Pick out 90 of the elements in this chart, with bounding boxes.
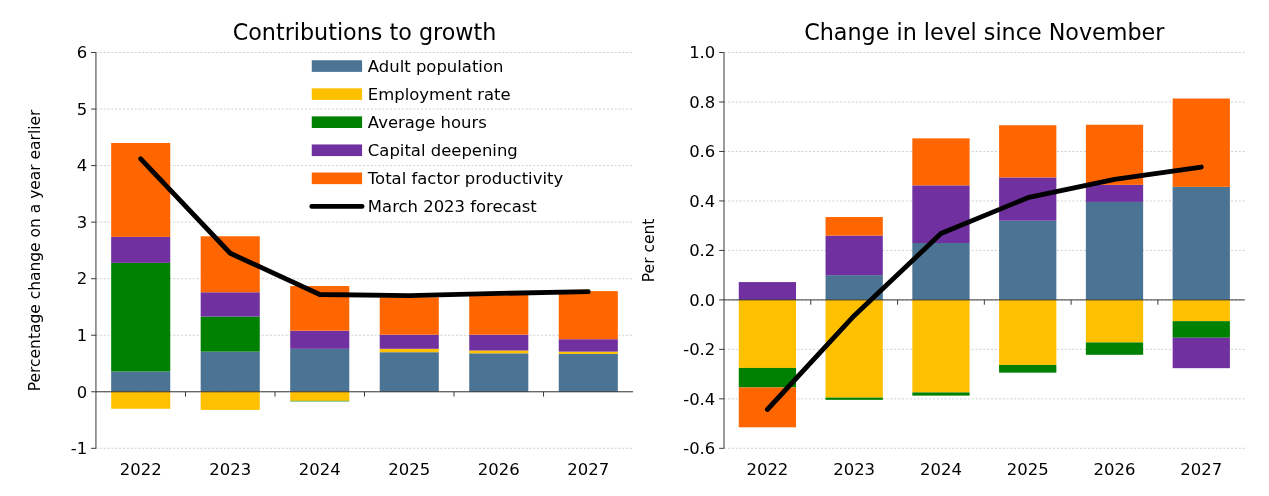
bar: [825, 217, 883, 236]
line-series: [764, 164, 1204, 412]
bar: [469, 293, 529, 335]
bar: [111, 142, 171, 237]
y-tick-label: 3: [76, 212, 88, 232]
y-axis-title: Percentage change on a year earlier: [25, 108, 44, 392]
bar: [738, 282, 797, 300]
bar: [379, 352, 439, 392]
y-tick-label: -1: [70, 439, 88, 459]
y-tick-label: 0.0: [689, 290, 716, 310]
y-tick-label: 6: [76, 43, 88, 63]
y-tick-label: -0.4: [683, 389, 716, 409]
bar: [825, 235, 883, 276]
x-tick-label: 2022: [746, 460, 789, 480]
bar: [1172, 186, 1230, 300]
bar: [290, 286, 350, 331]
bar: [200, 292, 260, 317]
x-tick-label: 2025: [388, 460, 431, 480]
bar: [999, 125, 1057, 178]
bar: [469, 334, 529, 351]
bar: [1085, 124, 1144, 185]
x-tick-label: 2027: [567, 460, 610, 480]
y-tick-label: 0.4: [689, 191, 716, 211]
y-tick-label: 0.6: [689, 142, 716, 162]
bar: [111, 262, 171, 372]
bar: [912, 299, 970, 393]
bar: [558, 339, 618, 352]
bar: [1085, 342, 1144, 355]
y-tick-label: -0.2: [683, 340, 716, 360]
y-axis-title: Per cent: [640, 218, 659, 283]
bar: [111, 236, 171, 263]
bar: [738, 387, 797, 428]
bar: [200, 316, 260, 352]
bar: [1172, 321, 1230, 338]
x-tick-label: 2025: [1006, 460, 1049, 480]
bar: [999, 364, 1057, 373]
y-tick-label: 2: [76, 269, 88, 289]
legend-label: Employment rate: [367, 84, 511, 104]
y-tick-label: -0.6: [683, 439, 716, 459]
bar: [290, 391, 350, 401]
y-tick-label: 0.2: [689, 241, 716, 261]
bar: [111, 391, 171, 409]
y-tick-label: 0: [76, 382, 88, 402]
legend-label: Total factor productivity: [366, 169, 564, 189]
bar: [1085, 299, 1144, 343]
x-tick-label: 2027: [1180, 460, 1223, 480]
bar: [999, 220, 1057, 300]
bar: [200, 351, 260, 392]
y-tick-label: 5: [76, 99, 88, 119]
bar: [999, 299, 1057, 365]
legend-label: March 2023 forecast: [367, 197, 538, 217]
legend-label: Average hours: [367, 112, 487, 132]
bar: [558, 291, 618, 340]
chart-title: Contributions to growth: [232, 18, 497, 45]
y-tick-label: 1: [76, 325, 88, 345]
bar: [825, 299, 883, 398]
y-tick-label: 1.0: [689, 43, 716, 63]
x-tick-label: 2022: [119, 460, 162, 480]
bar: [1085, 184, 1144, 202]
bar: [1172, 337, 1230, 369]
bar: [912, 243, 970, 300]
bar: [290, 348, 350, 392]
x-tick-label: 2023: [833, 460, 876, 480]
chart-title: Change in level since November: [804, 18, 1166, 45]
x-tick-label: 2024: [920, 460, 962, 480]
bar: [1085, 201, 1144, 300]
bar: [738, 299, 797, 368]
bar: [558, 353, 618, 392]
legend-label: Capital deepening: [367, 141, 518, 161]
x-tick-label: 2024: [298, 460, 341, 480]
bar: [469, 353, 529, 392]
bar: [200, 236, 260, 293]
bar: [912, 185, 970, 243]
bar: [738, 367, 797, 388]
y-tick-label: 4: [76, 156, 88, 176]
bar: [1172, 98, 1230, 187]
x-tick-label: 2026: [477, 460, 520, 480]
bar: [290, 330, 350, 349]
bar: [379, 334, 439, 349]
y-tick-label: 0.8: [689, 92, 716, 112]
bar: [912, 392, 970, 396]
bar: [111, 371, 171, 392]
bar: [379, 297, 439, 335]
bar: [825, 275, 883, 300]
bar: [912, 138, 970, 186]
bar: [200, 391, 260, 410]
x-tick-label: 2026: [1093, 460, 1136, 480]
x-tick-label: 2023: [209, 460, 252, 480]
legend-label: Adult population: [367, 56, 504, 76]
bar: [1172, 299, 1230, 322]
